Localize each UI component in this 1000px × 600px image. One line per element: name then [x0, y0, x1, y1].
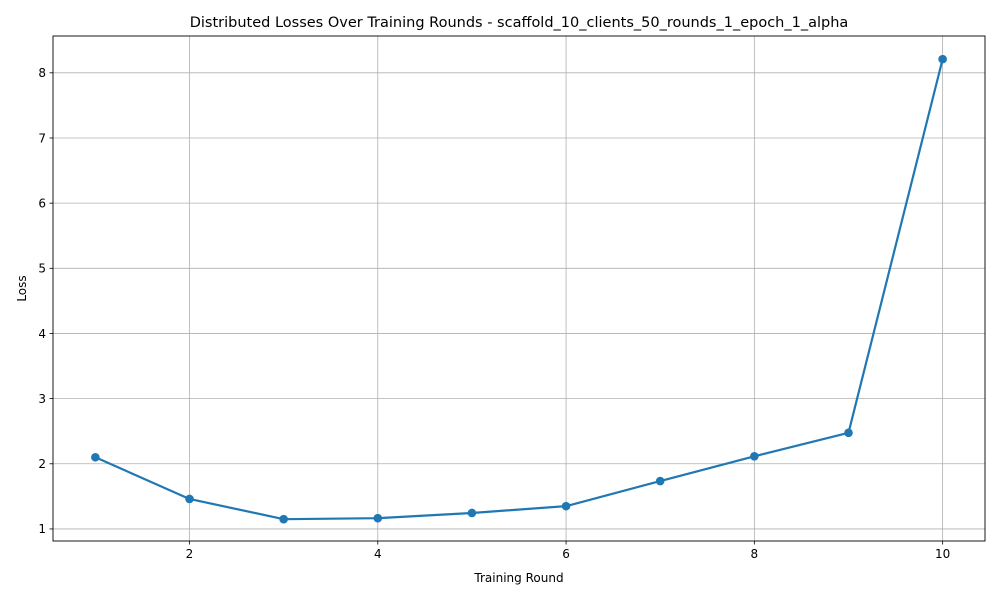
plot-frame: [52, 35, 986, 542]
data-point: [938, 54, 947, 64]
y-tick-label: 3: [38, 392, 46, 406]
data-point: [279, 514, 288, 524]
chart-title: Distributed Losses Over Training Rounds …: [190, 15, 849, 31]
data-point: [655, 476, 665, 486]
y-tick-label: 4: [38, 327, 46, 341]
y-tick-label: 7: [38, 131, 46, 145]
x-tick-label: 2: [186, 547, 194, 561]
x-axis-label: Training Round: [473, 571, 563, 585]
y-tick-label: 6: [38, 196, 46, 210]
data-point: [844, 428, 853, 438]
x-axis-ticks: 2 4 6 8 10: [186, 541, 950, 561]
y-axis-label: Loss: [15, 275, 29, 301]
data-point: [185, 494, 194, 504]
data-point: [467, 508, 477, 518]
x-tick-label: 6: [562, 547, 570, 561]
series-layer: [91, 54, 947, 524]
y-tick-label: 8: [38, 66, 46, 80]
x-tick-label: 10: [935, 547, 950, 561]
y-tick-label: 5: [38, 262, 46, 276]
data-point: [373, 513, 383, 523]
y-axis-ticks: 1 2 3 4 5 6 7 8: [38, 66, 53, 536]
x-tick-label: 4: [374, 547, 382, 561]
grid: [53, 36, 985, 541]
data-point: [750, 451, 759, 461]
data-point: [561, 501, 571, 511]
y-tick-label: 2: [38, 457, 46, 471]
x-tick-label: 8: [751, 547, 759, 561]
y-tick-label: 1: [38, 522, 46, 536]
series-line: [94, 58, 944, 521]
data-point: [91, 452, 100, 462]
